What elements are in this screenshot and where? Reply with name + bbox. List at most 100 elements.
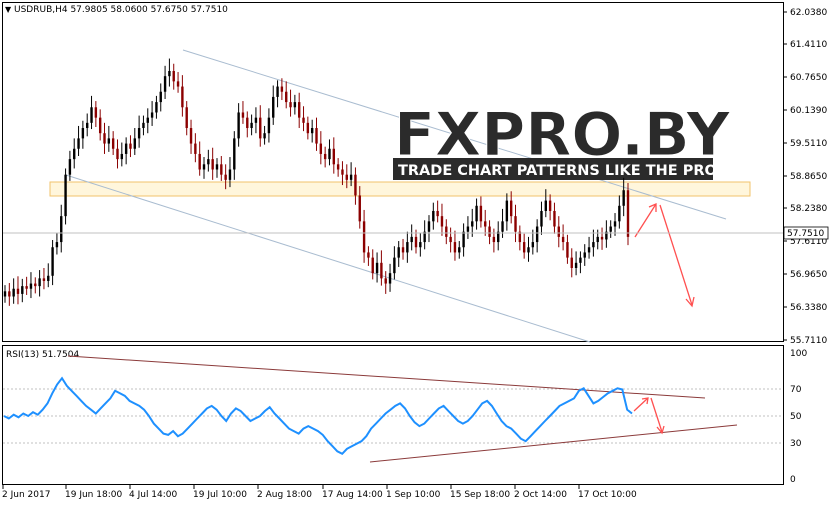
time-tick-label: 17 Aug 14:00 bbox=[322, 490, 383, 500]
candle-body bbox=[596, 236, 599, 243]
candle-body bbox=[354, 174, 357, 196]
candle-body bbox=[492, 236, 496, 243]
candle-body bbox=[445, 226, 448, 237]
candle-body bbox=[458, 247, 461, 253]
candle-body bbox=[548, 200, 552, 211]
candle-body bbox=[332, 148, 336, 165]
resistance-zone bbox=[49, 181, 751, 197]
candle-body bbox=[68, 159, 72, 175]
time-tick-label: 2 Aug 18:00 bbox=[257, 490, 312, 500]
candle-body bbox=[280, 86, 284, 92]
candle-body bbox=[328, 148, 331, 160]
candle-body bbox=[462, 231, 465, 248]
price-tick-label: 62.0380 bbox=[790, 8, 827, 18]
candle-body bbox=[384, 278, 387, 284]
candle-body bbox=[146, 117, 149, 123]
candle-body bbox=[21, 286, 24, 294]
candle-body bbox=[111, 138, 115, 149]
candle-body bbox=[237, 112, 240, 139]
candle-body bbox=[358, 195, 361, 222]
channel-lower-line bbox=[65, 174, 591, 343]
candle-body bbox=[137, 128, 141, 139]
candle-body bbox=[185, 107, 188, 129]
candle-body bbox=[47, 275, 50, 281]
candle-body bbox=[90, 107, 93, 123]
candle-body bbox=[522, 242, 526, 253]
candle-body bbox=[172, 70, 175, 82]
candle-body bbox=[466, 226, 470, 232]
candle-body bbox=[155, 102, 158, 113]
candle-body bbox=[540, 210, 543, 227]
candle-body bbox=[574, 262, 578, 268]
candle-body bbox=[272, 96, 275, 118]
current-price-label: 57.7510 bbox=[787, 229, 824, 239]
candle-body bbox=[73, 148, 76, 160]
candle-body bbox=[94, 107, 98, 118]
candle-body bbox=[592, 242, 595, 248]
candle-body bbox=[557, 226, 560, 237]
candle-body bbox=[86, 122, 89, 129]
candle-body bbox=[527, 247, 530, 253]
candle-body bbox=[622, 190, 625, 206]
candle-body bbox=[207, 159, 210, 165]
time-tick-label: 2 Jun 2017 bbox=[2, 490, 50, 500]
candle-body bbox=[587, 247, 591, 253]
rsi-line bbox=[3, 376, 633, 456]
candle-body bbox=[159, 91, 162, 103]
candle-body bbox=[64, 174, 67, 217]
candle-body bbox=[51, 247, 54, 276]
candle-body bbox=[267, 117, 271, 134]
time-tick-label: 4 Jul 14:00 bbox=[129, 490, 178, 500]
candle-body bbox=[211, 159, 214, 170]
candle-body bbox=[34, 283, 37, 287]
candle-body bbox=[475, 205, 478, 222]
candle-body bbox=[124, 143, 128, 154]
candle-body bbox=[579, 257, 582, 263]
rsi-level-lines bbox=[3, 388, 783, 444]
candle-body bbox=[514, 216, 517, 232]
rsi-panel bbox=[2, 345, 784, 485]
candle-body bbox=[626, 190, 630, 237]
candle-body bbox=[77, 138, 80, 149]
candle-body bbox=[12, 288, 15, 297]
candle-body bbox=[55, 242, 59, 248]
rsi-tick-label: 70 bbox=[790, 385, 802, 395]
candle-body bbox=[285, 91, 288, 103]
candle-body bbox=[380, 262, 383, 279]
candle-body bbox=[484, 221, 487, 227]
candle-body bbox=[544, 200, 547, 211]
candle-body bbox=[133, 138, 136, 149]
candle-body bbox=[509, 200, 513, 217]
candle-body bbox=[163, 76, 167, 92]
candle-body bbox=[609, 226, 612, 232]
candle-body bbox=[107, 138, 111, 144]
candle-body bbox=[600, 236, 604, 240]
candle-body bbox=[388, 273, 392, 284]
candle-body bbox=[302, 117, 305, 123]
candle-body bbox=[553, 210, 556, 227]
collapse-icon[interactable]: ▼ bbox=[5, 5, 12, 14]
candle-body bbox=[168, 70, 171, 77]
candle-body bbox=[259, 117, 262, 139]
candle-body bbox=[336, 164, 340, 170]
time-tick-label: 19 Jul 10:00 bbox=[193, 490, 247, 500]
candle-body bbox=[202, 164, 206, 170]
rsi-axis: 100 70 50 30 0 bbox=[790, 349, 807, 485]
time-tick-label: 15 Sep 18:00 bbox=[450, 490, 510, 500]
rsi-tick-label: 100 bbox=[790, 349, 807, 359]
candle-body bbox=[427, 221, 431, 232]
candle-body bbox=[406, 242, 409, 253]
candle-body bbox=[29, 283, 33, 289]
candle-body bbox=[98, 117, 102, 134]
candle-body bbox=[497, 231, 500, 243]
candle-body bbox=[375, 262, 379, 274]
time-tick-label: 2 Oct 14:00 bbox=[514, 490, 567, 500]
channel-upper-line bbox=[182, 49, 727, 220]
candle-body bbox=[3, 291, 7, 297]
candle-body bbox=[349, 174, 353, 180]
candle-body bbox=[423, 231, 426, 243]
candle-body bbox=[198, 153, 201, 170]
candle-body bbox=[81, 128, 85, 139]
time-tick-label: 1 Sep 10:00 bbox=[386, 490, 441, 500]
